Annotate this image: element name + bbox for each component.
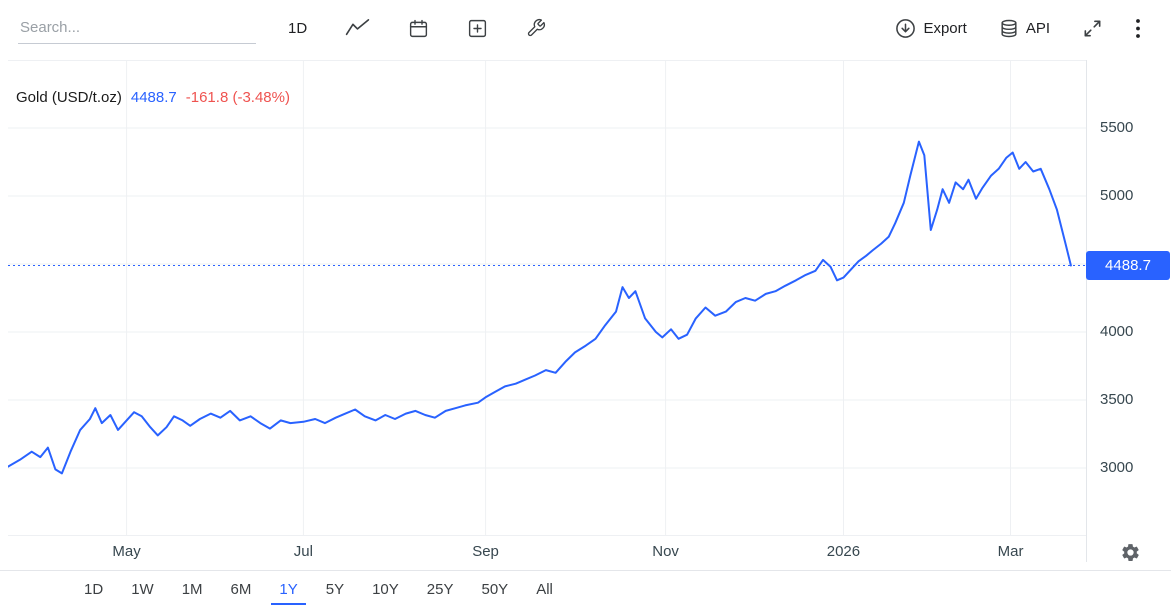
search-input[interactable] <box>18 12 256 44</box>
fullscreen-icon <box>1082 18 1103 39</box>
range-button-1y[interactable]: 1Y <box>271 578 306 605</box>
chart-type-button[interactable] <box>339 13 376 43</box>
time-axis-label: 2026 <box>826 543 861 560</box>
range-button-5y[interactable]: 5Y <box>318 578 352 605</box>
calendar-button[interactable] <box>402 13 435 44</box>
fullscreen-button[interactable] <box>1076 13 1109 44</box>
toolbar-right-group: Export API <box>889 13 1153 44</box>
api-label: API <box>1025 19 1050 37</box>
add-button[interactable] <box>461 13 494 44</box>
range-button-10y[interactable]: 10Y <box>364 578 407 605</box>
time-axis-label: Nov <box>652 543 679 560</box>
price-change: -161.8 (-3.48%) <box>185 89 290 106</box>
interval-button[interactable]: 1D <box>282 15 313 42</box>
current-price-badge: 4488.7 <box>1086 251 1170 281</box>
range-button-all[interactable]: All <box>528 578 561 605</box>
instrument-name: Gold (USD/t.oz) <box>16 89 122 106</box>
price-axis-label: 3500 <box>1100 391 1134 408</box>
tools-button[interactable] <box>520 13 552 43</box>
wrench-icon <box>526 18 546 38</box>
time-axis-label: Jul <box>293 543 313 560</box>
range-button-1m[interactable]: 1M <box>174 578 211 605</box>
api-button[interactable]: API <box>993 13 1056 44</box>
export-button[interactable]: Export <box>889 13 972 44</box>
chart-settings-button[interactable] <box>1118 540 1143 565</box>
price-chart-svg[interactable] <box>8 60 1086 536</box>
kebab-menu-icon <box>1135 18 1141 39</box>
range-bar: 1D 1W 1M 6M 1Y 5Y 10Y 25Y 50Y All <box>0 570 1171 612</box>
more-options-button[interactable] <box>1129 13 1147 44</box>
chart-legend: Gold (USD/t.oz) 4488.7 -161.8 (-3.48%) <box>16 89 290 106</box>
range-button-1d[interactable]: 1D <box>76 578 111 605</box>
range-button-1w[interactable]: 1W <box>123 578 162 605</box>
chart-toolbar: 1D <box>0 0 1171 56</box>
price-axis-label: 4000 <box>1100 323 1134 340</box>
api-database-icon <box>999 18 1019 39</box>
add-icon <box>467 18 488 39</box>
line-chart-icon <box>345 18 370 38</box>
price-axis-label: 5000 <box>1100 187 1134 204</box>
time-axis-label: Sep <box>472 543 499 560</box>
gear-icon <box>1120 542 1141 563</box>
calendar-icon <box>408 18 429 39</box>
time-axis-label: May <box>112 543 141 560</box>
range-button-6m[interactable]: 6M <box>223 578 260 605</box>
export-label: Export <box>923 19 967 37</box>
range-button-25y[interactable]: 25Y <box>419 578 462 605</box>
price-axis-divider <box>1086 60 1087 562</box>
time-axis-label: Mar <box>997 543 1024 560</box>
price-axis-label: 3000 <box>1100 459 1134 476</box>
export-cloud-icon <box>895 18 916 39</box>
last-price: 4488.7 <box>130 89 177 106</box>
chart-tool-icons <box>339 13 552 44</box>
range-button-50y[interactable]: 50Y <box>474 578 517 605</box>
price-axis-label: 5500 <box>1100 119 1134 136</box>
